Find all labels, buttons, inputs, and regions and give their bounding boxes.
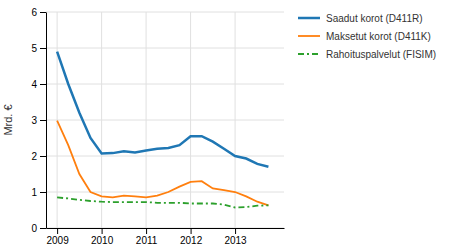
grid-line bbox=[235, 12, 236, 228]
legend: Saadut korot (D411R) Maksetut korot (D411… bbox=[298, 13, 436, 60]
chart: 2009 2010 2011 2012 2013 0 1 2 3 4 5 6 Mrd. € Saadut … bbox=[0, 0, 454, 252]
tick-label: 4 bbox=[31, 79, 37, 90]
tick: 3 bbox=[31, 115, 46, 126]
tick-mark bbox=[40, 192, 46, 193]
tick-mark bbox=[40, 48, 46, 49]
tick: 2011 bbox=[136, 228, 158, 246]
axis-line bbox=[47, 228, 285, 229]
tick: 2 bbox=[31, 151, 46, 162]
tick: 5 bbox=[31, 43, 46, 54]
legend-swatch bbox=[298, 17, 320, 20]
tick-mark bbox=[191, 228, 192, 234]
tick-mark bbox=[40, 156, 46, 157]
grid-line bbox=[146, 12, 147, 228]
tick: 1 bbox=[31, 187, 46, 198]
tick-label: 1 bbox=[31, 187, 37, 198]
legend-label: Saadut korot (D411R) bbox=[326, 13, 423, 24]
tick-label: 6 bbox=[31, 7, 37, 18]
grid-line bbox=[46, 156, 284, 157]
axis-line bbox=[46, 13, 47, 229]
plot-area bbox=[57, 52, 268, 208]
tick: 2010 bbox=[91, 228, 114, 246]
tick: 2013 bbox=[224, 228, 247, 246]
tick-mark bbox=[40, 84, 46, 85]
tick-mark bbox=[102, 228, 103, 234]
series-line bbox=[57, 121, 268, 206]
y-axis-title: Mrd. € bbox=[2, 104, 14, 135]
legend-item: Rahoituspalvelut (FISIM) bbox=[298, 49, 436, 60]
y-axis: 0 1 2 3 4 5 6 bbox=[31, 7, 46, 234]
tick-mark bbox=[40, 228, 46, 229]
series-line bbox=[57, 52, 268, 167]
legend-swatch bbox=[298, 53, 320, 55]
tick: 4 bbox=[31, 79, 46, 90]
grid-line bbox=[57, 12, 58, 228]
tick-mark bbox=[57, 228, 58, 234]
tick-label: 5 bbox=[31, 43, 37, 54]
tick-label: 3 bbox=[31, 115, 37, 126]
tick-label: 2009 bbox=[46, 235, 69, 246]
legend-label: Maksetut korot (D411K) bbox=[326, 31, 431, 42]
tick-label: 2012 bbox=[180, 235, 203, 246]
legend-swatch bbox=[298, 35, 320, 37]
grid-line bbox=[46, 84, 284, 85]
tick-label: 2013 bbox=[224, 235, 247, 246]
tick: 0 bbox=[31, 223, 46, 234]
tick-label: 0 bbox=[31, 223, 37, 234]
grid-line bbox=[46, 48, 284, 49]
legend-item: Maksetut korot (D411K) bbox=[298, 31, 431, 42]
series-line bbox=[57, 197, 268, 207]
grid-line bbox=[46, 12, 284, 13]
tick-mark bbox=[146, 228, 147, 234]
tick-label: 2011 bbox=[136, 235, 158, 246]
tick: 2012 bbox=[180, 228, 203, 246]
tick-mark bbox=[40, 120, 46, 121]
grid-line bbox=[190, 12, 191, 228]
legend-item: Saadut korot (D411R) bbox=[298, 13, 423, 24]
grid-line bbox=[46, 228, 284, 229]
tick-label: 2010 bbox=[91, 235, 114, 246]
tick-label: 2 bbox=[31, 151, 37, 162]
legend-label: Rahoituspalvelut (FISIM) bbox=[326, 49, 436, 60]
tick: 6 bbox=[31, 7, 46, 18]
tick-mark bbox=[235, 228, 236, 234]
grid bbox=[46, 12, 284, 228]
x-axis: 2009 2010 2011 2012 2013 bbox=[46, 228, 284, 246]
tick: 2009 bbox=[46, 228, 69, 246]
tick-mark bbox=[40, 12, 46, 13]
